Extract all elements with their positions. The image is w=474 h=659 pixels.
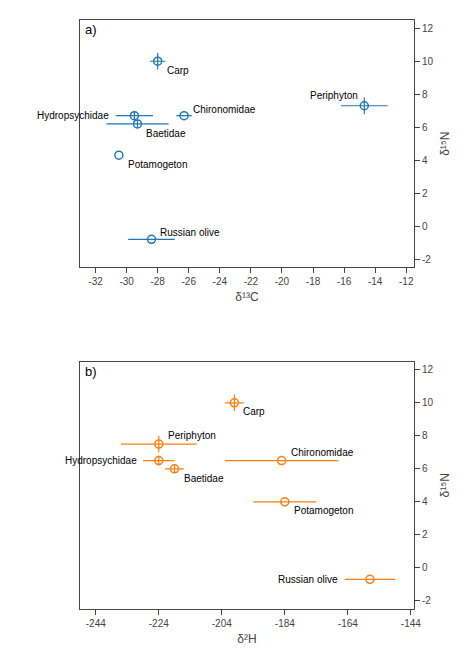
svg-text:4: 4	[422, 155, 428, 166]
svg-text:Carp: Carp	[167, 65, 189, 76]
svg-text:-24: -24	[213, 276, 228, 287]
svg-text:10: 10	[422, 397, 434, 408]
svg-text:Potamogeton: Potamogeton	[128, 159, 188, 170]
svg-text:-144: -144	[401, 618, 421, 629]
svg-text:12: 12	[422, 23, 434, 34]
svg-text:Hydropsychidae: Hydropsychidae	[37, 110, 109, 121]
svg-text:6: 6	[422, 463, 428, 474]
svg-text:2: 2	[422, 188, 428, 199]
svg-text:-30: -30	[119, 276, 134, 287]
svg-text:-244: -244	[86, 618, 106, 629]
svg-text:10: 10	[422, 56, 434, 67]
svg-text:-20: -20	[275, 276, 290, 287]
svg-text:-32: -32	[88, 276, 103, 287]
svg-text:δ²H: δ²H	[237, 632, 256, 646]
svg-text:Baetidae: Baetidae	[146, 128, 186, 139]
svg-text:0: 0	[422, 562, 428, 573]
svg-text:12: 12	[422, 364, 434, 375]
svg-text:8: 8	[422, 430, 428, 441]
svg-text:-12: -12	[399, 276, 414, 287]
svg-text:Periphyton: Periphyton	[168, 430, 216, 441]
svg-text:2: 2	[422, 529, 428, 540]
svg-text:-26: -26	[182, 276, 197, 287]
svg-text:Chironomidae: Chironomidae	[193, 104, 256, 115]
svg-text:Russian olive: Russian olive	[160, 227, 220, 238]
svg-text:Periphyton: Periphyton	[310, 90, 358, 101]
svg-text:δ¹⁵N: δ¹⁵N	[438, 132, 452, 156]
svg-text:Carp: Carp	[243, 406, 265, 417]
svg-text:4: 4	[422, 496, 428, 507]
svg-text:δ¹⁵N: δ¹⁵N	[438, 473, 452, 497]
svg-text:b): b)	[85, 364, 97, 379]
svg-text:-14: -14	[368, 276, 383, 287]
svg-text:-164: -164	[338, 618, 358, 629]
svg-text:Potamogeton: Potamogeton	[294, 505, 354, 516]
svg-text:-22: -22	[244, 276, 259, 287]
svg-text:-224: -224	[149, 618, 169, 629]
svg-text:Chironomidae: Chironomidae	[291, 447, 354, 458]
svg-text:-28: -28	[150, 276, 165, 287]
svg-text:0: 0	[422, 221, 428, 232]
svg-text:-16: -16	[337, 276, 352, 287]
svg-text:-18: -18	[306, 276, 321, 287]
svg-text:-184: -184	[275, 618, 295, 629]
svg-text:Hydropsychidae: Hydropsychidae	[65, 455, 137, 466]
svg-text:δ¹³C: δ¹³C	[235, 290, 259, 304]
svg-text:6: 6	[422, 122, 428, 133]
svg-text:8: 8	[422, 89, 428, 100]
svg-text:a): a)	[85, 22, 97, 37]
svg-text:Russian olive: Russian olive	[278, 574, 338, 585]
svg-text:-2: -2	[422, 595, 431, 606]
svg-text:-204: -204	[212, 618, 232, 629]
svg-text:Baetidae: Baetidae	[184, 473, 224, 484]
svg-text:-2: -2	[422, 254, 431, 265]
